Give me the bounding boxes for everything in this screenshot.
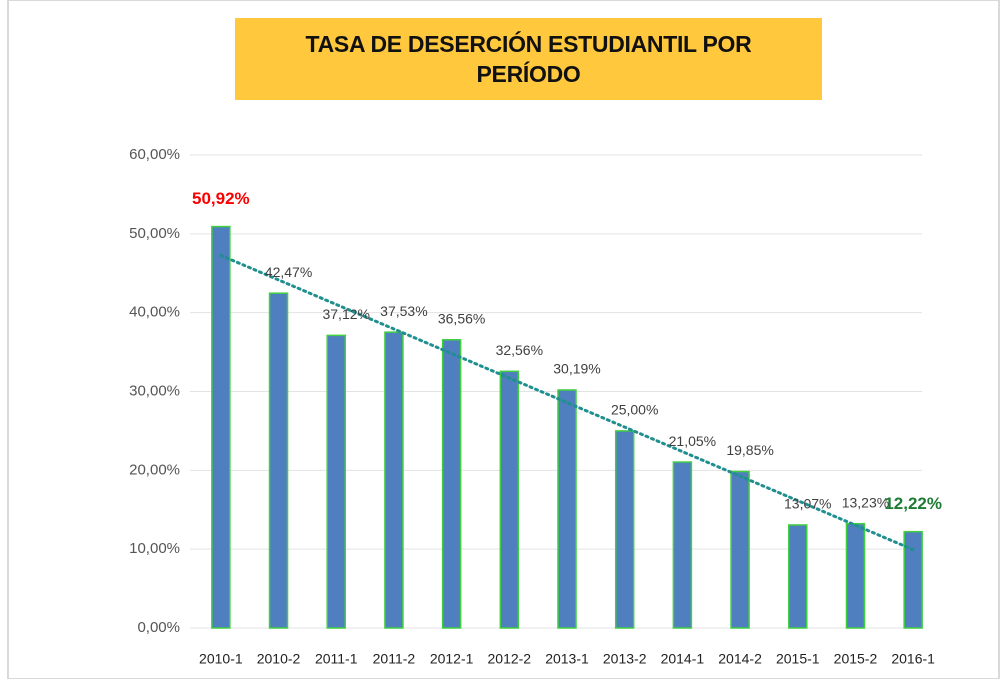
y-tick-label: 30,00% (129, 382, 180, 399)
bar (788, 524, 808, 629)
bar (614, 430, 635, 629)
value-label: 19,85% (726, 442, 773, 458)
x-tick-label: 2012-2 (488, 651, 532, 667)
value-label: 42,47% (265, 264, 312, 280)
bar (499, 370, 520, 629)
value-label: 37,12% (322, 306, 369, 322)
y-tick-label: 10,00% (129, 540, 180, 557)
x-tick-label: 2013-1 (545, 651, 589, 667)
x-tick-label: 2010-1 (199, 651, 243, 667)
bar (441, 339, 462, 629)
x-tick-label: 2014-1 (661, 651, 705, 667)
x-tick-label: 2013-2 (603, 651, 647, 667)
chart-title: TASA DE DESERCIÓN ESTUDIANTIL POR PERÍOD… (305, 31, 752, 87)
y-tick-label: 20,00% (129, 461, 180, 478)
x-tick-label: 2016-1 (891, 651, 935, 667)
bar (326, 334, 346, 629)
bar (211, 225, 231, 629)
x-tick-label: 2011-2 (373, 651, 416, 667)
bar (557, 389, 577, 629)
bar (384, 331, 404, 629)
y-tick-label: 0,00% (137, 619, 180, 636)
value-label: 36,56% (438, 310, 485, 326)
bar (672, 461, 693, 629)
bar (903, 530, 923, 629)
x-tick-label: 2011-1 (315, 651, 358, 667)
bar (268, 292, 289, 629)
value-label: 32,56% (496, 342, 543, 358)
title-box: TASA DE DESERCIÓN ESTUDIANTIL POR PERÍOD… (235, 18, 822, 100)
value-label: 12,22% (884, 494, 942, 513)
chart-frame (7, 0, 1000, 679)
value-label: 13,23% (842, 494, 889, 510)
bar (730, 470, 750, 629)
x-tick-label: 2015-1 (776, 651, 820, 667)
value-label: 13,07% (784, 496, 831, 512)
value-label: 25,00% (611, 402, 658, 418)
trendline (219, 253, 915, 552)
x-tick-label: 2010-2 (257, 651, 301, 667)
x-tick-label: 2014-2 (718, 651, 762, 667)
y-tick-label: 50,00% (129, 225, 180, 242)
x-tick-label: 2015-2 (834, 651, 878, 667)
y-tick-label: 40,00% (129, 304, 180, 321)
value-label: 30,19% (553, 361, 600, 377)
value-label: 50,92% (192, 189, 250, 208)
x-tick-label: 2012-1 (430, 651, 474, 667)
y-tick-label: 60,00% (129, 146, 180, 163)
bar (845, 522, 866, 629)
value-label: 21,05% (669, 433, 716, 449)
value-label: 37,53% (380, 303, 427, 319)
